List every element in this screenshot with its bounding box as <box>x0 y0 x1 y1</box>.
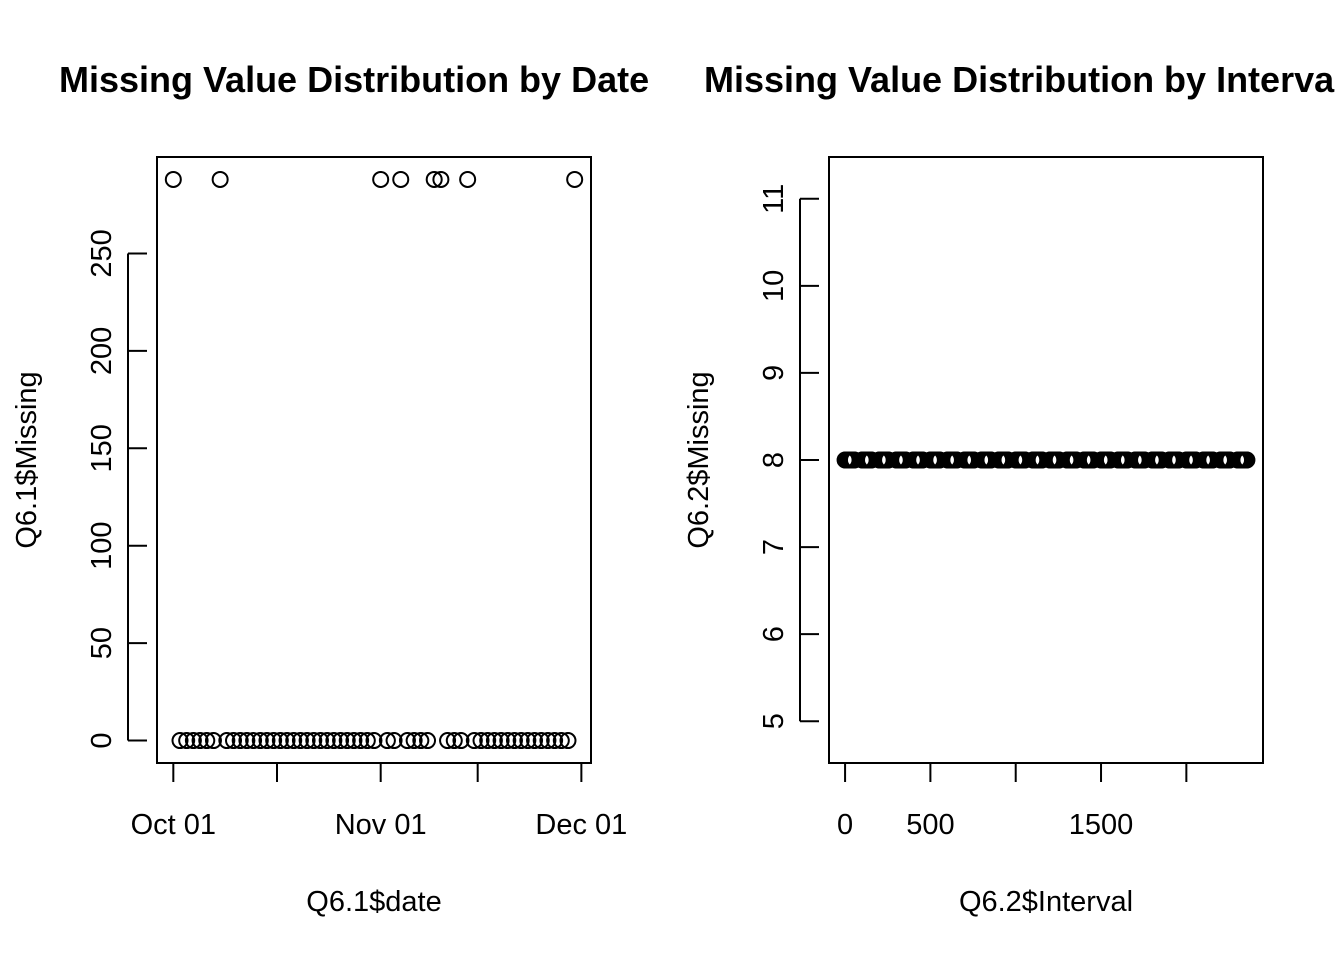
data-point <box>225 732 243 750</box>
data-point <box>552 732 570 750</box>
x-axis-interval: 0 500 1500 <box>837 762 1188 841</box>
data-point <box>532 732 550 750</box>
data-point <box>198 732 216 750</box>
data-point <box>1238 451 1256 469</box>
data-point <box>485 732 503 750</box>
data-point <box>204 732 222 750</box>
data-point <box>305 732 323 750</box>
data-point <box>271 732 289 750</box>
y-axis-label-interval: Q6.2$Missing <box>683 371 715 548</box>
data-point <box>499 732 517 750</box>
data-point <box>178 732 196 750</box>
data-point <box>566 170 584 188</box>
x-tick-label: Dec 01 <box>535 809 627 841</box>
points-date <box>164 170 584 750</box>
panel-date: Missing Value Distribution by Date Oct 0… <box>11 59 649 918</box>
chart-title-date: Missing Value Distribution by Date <box>59 59 649 100</box>
y-axis-date: 0 50 100 150 200 250 <box>86 229 147 749</box>
data-point <box>338 732 356 750</box>
data-point <box>459 170 477 188</box>
data-point <box>392 170 410 188</box>
x-axis-label-date: Q6.1$date <box>306 886 441 918</box>
data-point <box>372 170 390 188</box>
x-axis-label-interval: Q6.2$Interval <box>959 886 1133 918</box>
data-point <box>164 170 182 188</box>
chart-title-interval: Missing Value Distribution by Interva <box>704 59 1335 100</box>
y-tick-label: 7 <box>758 539 790 555</box>
data-point <box>231 732 249 750</box>
data-point <box>405 732 423 750</box>
data-point <box>398 732 416 750</box>
data-point <box>439 732 457 750</box>
data-point <box>432 170 450 188</box>
y-tick-label: 8 <box>758 452 790 468</box>
data-point <box>479 732 497 750</box>
y-tick-label: 50 <box>86 627 118 659</box>
data-point <box>365 732 383 750</box>
data-point <box>258 732 276 750</box>
data-point <box>318 732 336 750</box>
data-point <box>291 732 309 750</box>
data-point <box>445 732 463 750</box>
data-point <box>419 732 437 750</box>
data-point <box>325 732 343 750</box>
y-tick-label: 150 <box>86 424 118 472</box>
data-point <box>546 732 564 750</box>
data-point <box>539 732 557 750</box>
y-tick-label: 200 <box>86 327 118 375</box>
data-point <box>245 732 263 750</box>
y-tick-label: 0 <box>86 732 118 748</box>
data-point <box>358 732 376 750</box>
data-point <box>278 732 296 750</box>
y-tick-label: 100 <box>86 522 118 570</box>
data-point <box>512 732 530 750</box>
data-point <box>352 732 370 750</box>
x-tick-label: 500 <box>906 809 954 841</box>
data-point <box>332 732 350 750</box>
data-point <box>171 732 189 750</box>
y-tick-label: 10 <box>758 270 790 302</box>
x-tick-label: Nov 01 <box>335 809 427 841</box>
data-point <box>452 732 470 750</box>
data-point <box>519 732 537 750</box>
data-point <box>378 732 396 750</box>
panel-interval: Missing Value Distribution by Interva 0 5… <box>683 59 1335 918</box>
data-point <box>265 732 283 750</box>
data-point <box>345 732 363 750</box>
y-tick-label: 11 <box>758 184 790 214</box>
x-axis-date: Oct 01 Nov 01 Dec 01 <box>131 762 627 841</box>
data-point <box>218 732 236 750</box>
data-point <box>425 170 443 188</box>
x-tick-label: Oct 01 <box>131 809 216 841</box>
data-point <box>385 732 403 750</box>
points-interval <box>836 451 1256 469</box>
data-point <box>492 732 510 750</box>
y-tick-label: 9 <box>758 365 790 381</box>
y-axis-label-date: Q6.1$Missing <box>11 371 43 548</box>
y-axis-interval: 5 6 7 8 9 10 11 <box>758 184 819 729</box>
data-point <box>526 732 544 750</box>
data-point <box>191 732 209 750</box>
data-point <box>505 732 523 750</box>
data-point <box>285 732 303 750</box>
data-point <box>211 170 229 188</box>
data-point <box>311 732 329 750</box>
y-tick-label: 6 <box>758 626 790 642</box>
data-point <box>412 732 430 750</box>
data-point <box>298 732 316 750</box>
data-point <box>238 732 256 750</box>
data-point <box>465 732 483 750</box>
plot-box-date <box>156 156 592 764</box>
data-point <box>472 732 490 750</box>
x-tick-label: 1500 <box>1069 809 1134 841</box>
data-point <box>559 732 577 750</box>
x-tick-label: 0 <box>837 809 853 841</box>
y-tick-label: 5 <box>758 713 790 729</box>
data-point <box>184 732 202 750</box>
data-point <box>251 732 269 750</box>
y-tick-label: 250 <box>86 229 118 277</box>
